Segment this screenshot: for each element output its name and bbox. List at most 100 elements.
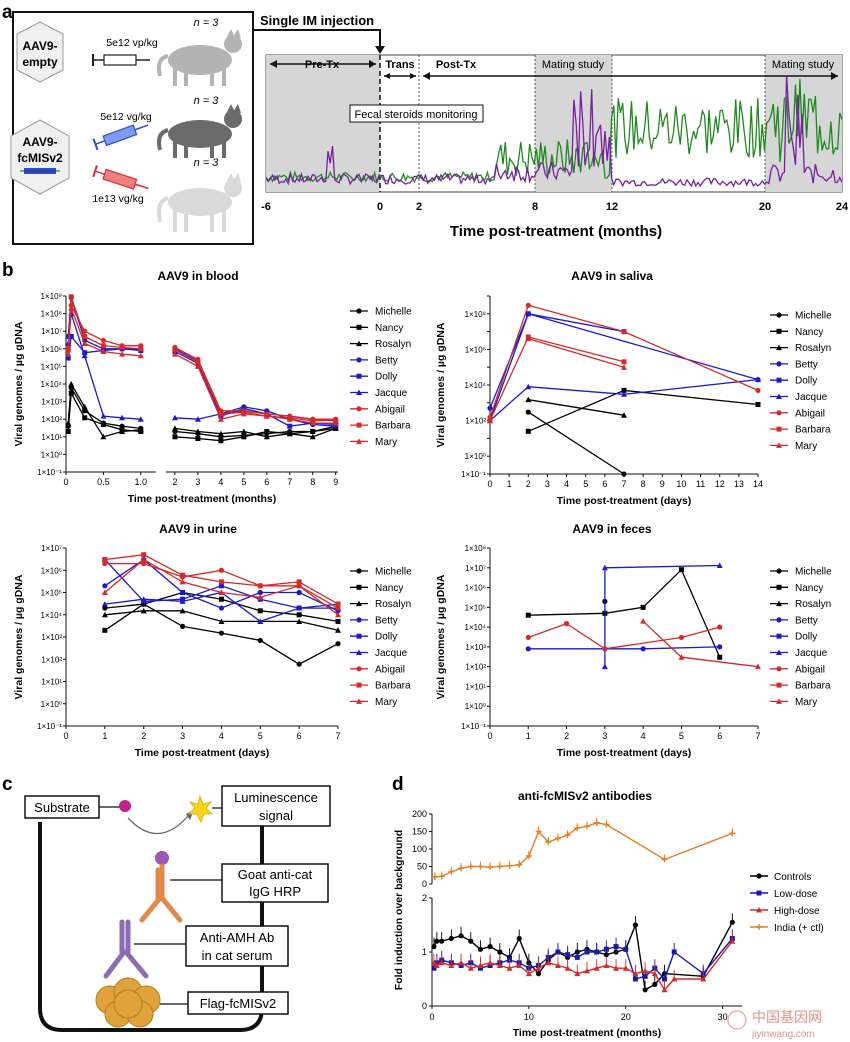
data-point: [263, 433, 270, 440]
legend-marker: [776, 568, 782, 574]
data-point: [335, 627, 341, 633]
y-tick-label: 1×10¹: [41, 433, 62, 442]
data-point: [601, 564, 608, 571]
x-tick-label: 0: [63, 477, 68, 487]
data-point: [296, 582, 303, 589]
data-point: [506, 862, 513, 869]
legend-marker: [756, 890, 762, 896]
x-tick-label: 2: [141, 731, 146, 741]
legend-label: Barbara: [795, 681, 831, 692]
legend-label: Nancy: [795, 327, 823, 338]
data-point: [287, 423, 293, 429]
well-outline: [38, 790, 264, 1032]
data-point: [477, 863, 484, 870]
group-name-line2: fcMISv2: [17, 151, 63, 165]
y-axis-label: Viral genomes / µg gDNA: [13, 574, 25, 699]
data-point: [525, 612, 531, 618]
y-tick-label: 1×10¹: [465, 682, 486, 691]
x-tick-label: 3: [195, 477, 200, 487]
x-tick-label: 10: [524, 1012, 534, 1022]
data-point: [68, 381, 75, 387]
xtick: 0: [377, 201, 383, 213]
virus-capsid-icon: [16, 21, 64, 83]
legend-label: Michelle: [375, 307, 412, 318]
legend-marker: [356, 649, 362, 655]
legend-label: Low-dose: [774, 889, 818, 900]
data-point: [496, 863, 503, 870]
monitoring-label: Fecal steroids monitoring: [355, 109, 478, 121]
data-point: [65, 351, 72, 357]
legend-marker: [356, 568, 362, 574]
dose-label: 1e13 vg/kg: [92, 193, 144, 205]
series-line: [604, 564, 720, 667]
data-point: [194, 416, 201, 422]
chart-blood: AAV9 in blood Time post-treatment (months…: [13, 269, 412, 505]
data-point: [554, 835, 561, 842]
legend-label: Betty: [795, 615, 818, 626]
y-tick-label: 1×10³: [41, 398, 62, 407]
series-line: [174, 346, 336, 420]
data-point: [671, 976, 678, 982]
data-point: [700, 976, 707, 982]
data-point: [448, 868, 455, 875]
data-point: [257, 583, 263, 589]
legend-label: Abigail: [375, 664, 405, 675]
data-point: [65, 355, 71, 361]
legend-marker: [756, 907, 762, 913]
y-tick-label: 50: [417, 862, 427, 872]
timeline-xticks: -6 0 2 8 12 20 24: [261, 201, 849, 213]
x-tick-label: 4: [219, 731, 224, 741]
legend-label: Jacque: [375, 388, 408, 399]
x-tick-label: 2: [172, 477, 177, 487]
data-point: [613, 949, 619, 955]
y-tick-label: 1×10⁸: [465, 544, 486, 553]
legend-label: Michelle: [795, 311, 832, 322]
antiamh-label-1: Anti-AMH Ab: [200, 930, 274, 945]
flag-box: [187, 991, 289, 1015]
data-point: [467, 863, 474, 870]
x-tick-label: 8: [310, 477, 315, 487]
y-tick-label: 1×10⁻¹: [461, 470, 486, 479]
pretx-arrowhead-right: [369, 60, 376, 68]
data-point: [497, 949, 503, 955]
data-point: [309, 420, 316, 426]
x-tick-label: 4: [564, 479, 569, 489]
syringe-icon: [92, 165, 149, 190]
antiamh-label-2: in cat serum: [202, 948, 273, 963]
legend-marker: [776, 617, 782, 623]
data-point: [119, 351, 126, 357]
legend-label: Dolly: [795, 632, 817, 643]
data-point: [554, 962, 561, 968]
series-line: [528, 622, 720, 650]
data-point: [218, 567, 225, 573]
series-line: [489, 304, 759, 418]
y-tick-label: 1×10⁸: [465, 310, 486, 319]
data-point: [623, 946, 629, 952]
x-axis-label: Time post-treatment (days): [557, 495, 692, 507]
data-point: [100, 421, 106, 427]
y-tick-label: 1×10⁸: [41, 310, 62, 319]
goat-box: [221, 863, 329, 903]
legend-marker: [776, 328, 782, 334]
series-line: [67, 381, 141, 438]
legend-marker: [356, 698, 362, 704]
data-point: [68, 294, 74, 300]
data-point: [545, 959, 552, 966]
legend-marker: [356, 389, 362, 395]
x-tick-label: 4: [218, 477, 223, 487]
data-point: [218, 438, 224, 444]
data-point: [101, 611, 108, 618]
data-point: [335, 618, 341, 624]
data-point: [662, 976, 667, 982]
x-tick-label: 0: [487, 479, 492, 489]
data-point: [525, 396, 532, 403]
data-point: [603, 821, 610, 828]
timeline-chart: Pre-Tx Trans Post-Tx Mating study Mating…: [265, 54, 843, 193]
data-point: [335, 611, 341, 618]
data-point: [195, 359, 201, 365]
trans-arrowhead-right: [410, 73, 416, 79]
data-point: [678, 634, 685, 641]
x-tick-label: 5: [583, 479, 588, 489]
y-tick-label: 1×10⁷: [41, 327, 62, 336]
data-point: [632, 970, 639, 977]
